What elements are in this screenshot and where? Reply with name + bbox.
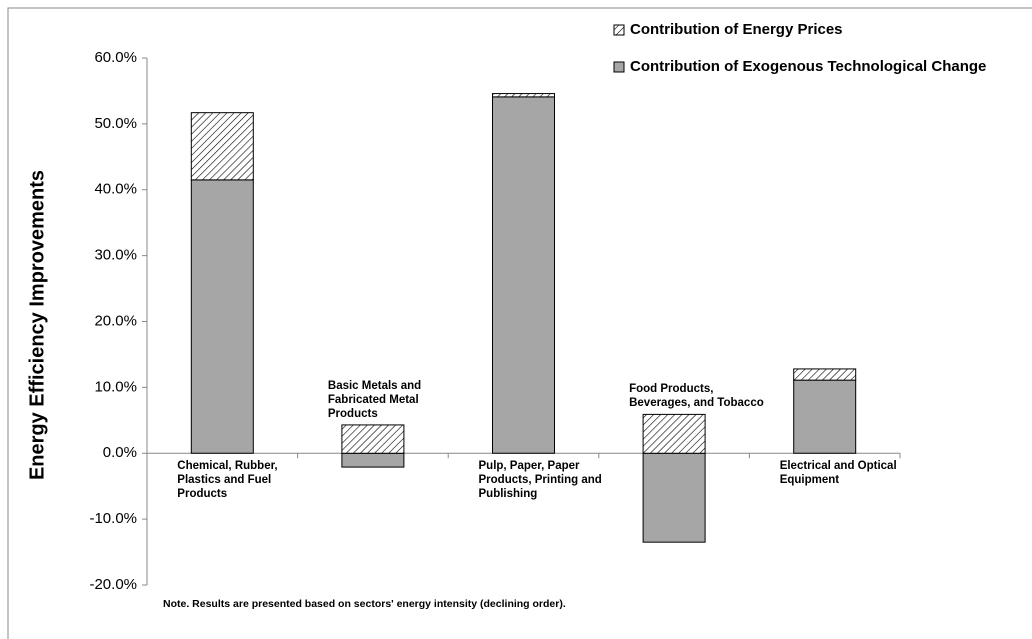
y-tick-label: 40.0% (94, 181, 137, 198)
y-tick-label: -20.0% (89, 576, 137, 593)
bar-segment (341, 424, 405, 454)
y-tick-label: 10.0% (94, 378, 137, 395)
y-tick-label: 60.0% (94, 49, 137, 66)
y-tick-label: 30.0% (94, 247, 137, 264)
frame (7, 7, 1032, 639)
category-label-box: Pulp, Paper, Paper Products, Printing an… (478, 460, 602, 501)
y-axis-title: Energy Efficiency Improvements (26, 170, 48, 480)
category-label: Food Products, Beverages, and Tobacco (629, 383, 764, 410)
category-label-box: Electrical and Optical Equipment (779, 460, 897, 487)
bar-segment (341, 452, 405, 468)
legend-swatch (613, 24, 625, 36)
y-tick-label: 50.0% (94, 115, 137, 132)
category-label-box: Food Products, Beverages, and Tobacco (629, 383, 764, 410)
bar-segment (793, 368, 857, 381)
category-label: Basic Metals and Fabricated Metal Produc… (327, 379, 422, 420)
category-label-box: Chemical, Rubber, Plastics and Fuel Prod… (177, 460, 278, 501)
bar-segment (190, 179, 254, 454)
legend-label: Contribution of Exogenous Technological … (630, 58, 986, 75)
y-tick-label: 20.0% (94, 312, 137, 329)
category-label: Chemical, Rubber, Plastics and Fuel Prod… (177, 460, 278, 501)
category-label: Pulp, Paper, Paper Products, Printing an… (478, 460, 602, 501)
bar-segment (793, 379, 857, 454)
legend-label: Contribution of Energy Prices (630, 21, 843, 38)
legend-swatch (613, 61, 625, 73)
bar-segment (642, 413, 706, 454)
note: Note. Results are presented based on sec… (163, 598, 566, 610)
y-tick-label: -10.0% (89, 510, 137, 527)
bar-segment (190, 112, 254, 181)
bar-segment (492, 96, 555, 454)
bar-segment (492, 93, 555, 98)
category-label-box: Basic Metals and Fabricated Metal Produc… (327, 379, 422, 420)
category-label: Electrical and Optical Equipment (779, 460, 897, 487)
y-tick-label: 0.0% (103, 444, 137, 461)
bar-segment (642, 452, 706, 543)
